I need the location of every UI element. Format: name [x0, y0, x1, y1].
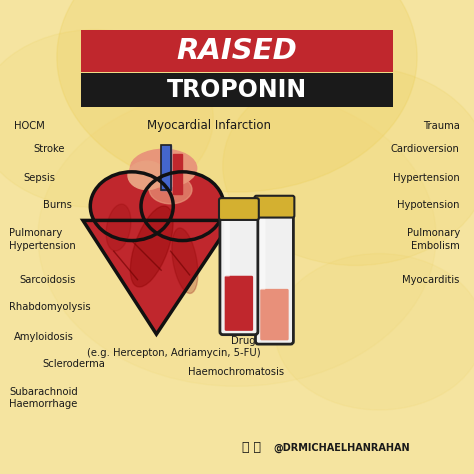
- Polygon shape: [173, 154, 182, 194]
- Ellipse shape: [130, 206, 173, 287]
- Ellipse shape: [106, 204, 131, 251]
- Text: Sarcoidosis: Sarcoidosis: [19, 274, 75, 285]
- Text: Stroke: Stroke: [33, 144, 64, 155]
- Ellipse shape: [130, 149, 197, 187]
- Text: Ⓟ ⓘ: Ⓟ ⓘ: [242, 441, 261, 455]
- Text: @DRMICHAELHANRAHAN: @DRMICHAELHANRAHAN: [273, 443, 410, 453]
- Text: Trauma: Trauma: [423, 120, 460, 131]
- FancyBboxPatch shape: [220, 213, 258, 335]
- Polygon shape: [83, 220, 232, 334]
- Text: TROPONIN: TROPONIN: [167, 78, 307, 102]
- Text: Rhabdomyolysis: Rhabdomyolysis: [9, 302, 91, 312]
- Ellipse shape: [141, 172, 224, 241]
- Ellipse shape: [0, 30, 213, 208]
- FancyBboxPatch shape: [81, 73, 393, 107]
- Ellipse shape: [91, 172, 173, 241]
- Text: Hypertension: Hypertension: [393, 173, 460, 183]
- FancyBboxPatch shape: [225, 276, 253, 331]
- Text: Pulmonary
Hypertension: Pulmonary Hypertension: [9, 228, 76, 251]
- Text: Subarachnoid
Haemorrhage: Subarachnoid Haemorrhage: [9, 387, 78, 410]
- Text: Drugs
(e.g. Hercepton, Adriamycin, 5-FU): Drugs (e.g. Hercepton, Adriamycin, 5-FU): [87, 336, 261, 358]
- Text: Sepsis: Sepsis: [24, 173, 56, 183]
- Ellipse shape: [57, 0, 417, 192]
- Text: Amyloidosis: Amyloidosis: [14, 331, 74, 342]
- Text: Burns: Burns: [43, 200, 72, 210]
- Text: Cardioversion: Cardioversion: [391, 144, 460, 155]
- FancyBboxPatch shape: [219, 198, 259, 220]
- Ellipse shape: [149, 175, 192, 204]
- Text: Scleroderma: Scleroderma: [43, 359, 106, 369]
- Ellipse shape: [223, 66, 474, 265]
- Text: Myocarditis: Myocarditis: [402, 274, 460, 285]
- FancyBboxPatch shape: [255, 210, 293, 344]
- FancyBboxPatch shape: [255, 196, 294, 218]
- FancyBboxPatch shape: [260, 218, 265, 290]
- Text: HOCM: HOCM: [14, 120, 45, 131]
- FancyBboxPatch shape: [260, 289, 289, 340]
- Polygon shape: [161, 145, 171, 190]
- Ellipse shape: [128, 161, 166, 190]
- Text: Haemochromatosis: Haemochromatosis: [188, 367, 284, 377]
- FancyBboxPatch shape: [81, 30, 393, 72]
- Text: Pulmonary
Embolism: Pulmonary Embolism: [407, 228, 460, 251]
- Ellipse shape: [275, 254, 474, 410]
- Ellipse shape: [172, 228, 198, 293]
- Text: Hypotension: Hypotension: [397, 200, 460, 210]
- Text: RAISED: RAISED: [177, 37, 297, 65]
- Text: Myocardial Infarction: Myocardial Infarction: [146, 119, 271, 132]
- FancyBboxPatch shape: [224, 220, 230, 277]
- Ellipse shape: [38, 88, 436, 386]
